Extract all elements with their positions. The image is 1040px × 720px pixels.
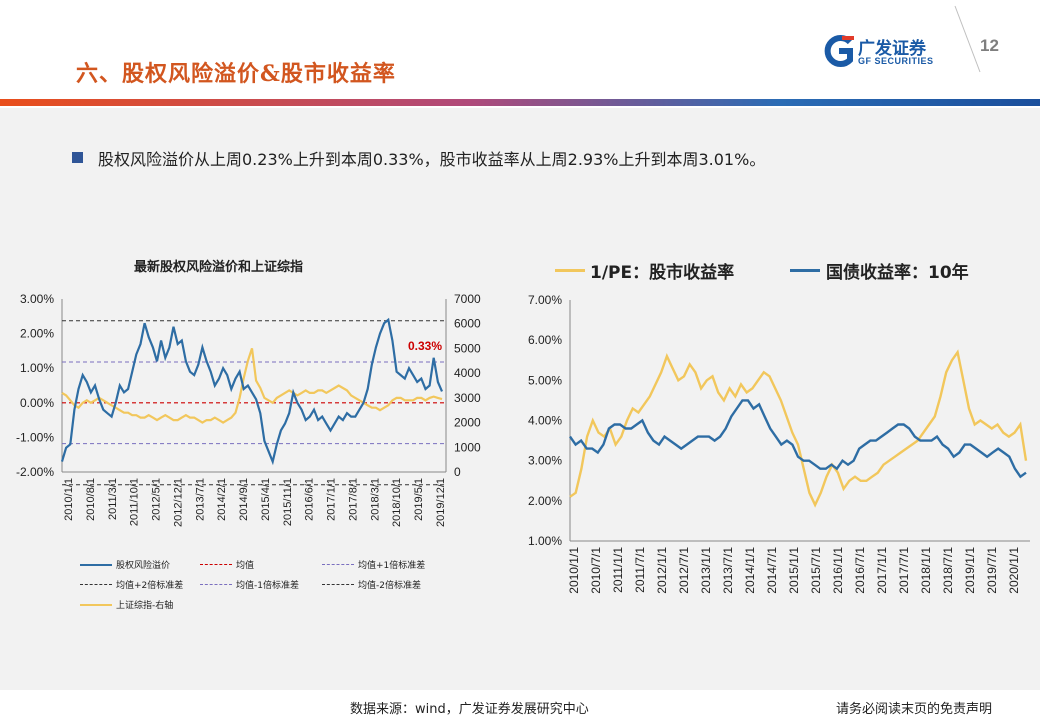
x-tick-label: 2019/1/1	[963, 547, 977, 594]
legend-index: 上证综指-右轴	[116, 598, 173, 611]
y-tick-label: 3.00%	[528, 454, 562, 468]
x-tick-label: 2018/7/1	[941, 547, 955, 594]
y-tick-label: 2.00%	[528, 494, 562, 508]
y-tick-label: 1.00%	[528, 534, 562, 548]
legend-mean: 均值	[236, 558, 254, 571]
x-tick-label: 2014/1/1	[743, 547, 757, 594]
y-tick-label: 7.00%	[528, 293, 562, 307]
disclaimer: 请务必阅读末页的免责声明	[836, 698, 992, 717]
x-tick-label: 2012/7/1	[677, 547, 691, 594]
x-tick-label: 2019/7/1	[985, 547, 999, 594]
y-tick-label: 5.00%	[528, 373, 562, 387]
x-tick-label: 2012/1/1	[655, 547, 669, 594]
legend-pe-yield: 1/PE：股市收益率	[590, 258, 734, 283]
legend-erp: 股权风险溢价	[116, 558, 170, 571]
right-chart: 1.00% 2.00% 3.00% 4.00% 5.00% 6.00% 7.00% 2010/…	[0, 0, 1040, 720]
x-tick-label: 2015/7/1	[809, 547, 823, 594]
x-tick-label: 2016/1/1	[831, 547, 845, 594]
y-tick-label: 4.00%	[528, 414, 562, 428]
x-tick-label: 2016/7/1	[853, 547, 867, 594]
legend-plus2sd: 均值+2倍标准差	[116, 578, 183, 591]
x-tick-label: 2018/1/1	[919, 547, 933, 594]
x-tick-label: 2010/7/1	[589, 547, 603, 594]
x-tick-label: 2017/1/1	[875, 547, 889, 594]
legend-minus2sd: 均值-2倍标准差	[358, 578, 421, 591]
data-source: 数据来源：wind，广发证券发展研究中心	[350, 698, 589, 717]
x-tick-label: 2015/1/1	[787, 547, 801, 594]
legend-bond-yield: 国债收益率：10年	[826, 258, 969, 283]
x-tick-label: 2010/1/1	[567, 547, 581, 594]
series-line-pe-yield	[570, 352, 1026, 505]
x-tick-label: 2014/7/1	[765, 547, 779, 594]
x-tick-label: 2011/7/1	[633, 547, 647, 593]
x-tick-label: 2011/1/1	[611, 547, 625, 593]
legend-minus1sd: 均值-1倍标准差	[236, 578, 299, 591]
x-tick-label: 2020/1/1	[1007, 547, 1021, 594]
x-tick-label: 2013/1/1	[699, 547, 713, 594]
legend-plus1sd: 均值+1倍标准差	[358, 558, 425, 571]
x-tick-label: 2013/7/1	[721, 547, 735, 594]
y-tick-label: 6.00%	[528, 333, 562, 347]
x-tick-label: 2017/7/1	[897, 547, 911, 594]
